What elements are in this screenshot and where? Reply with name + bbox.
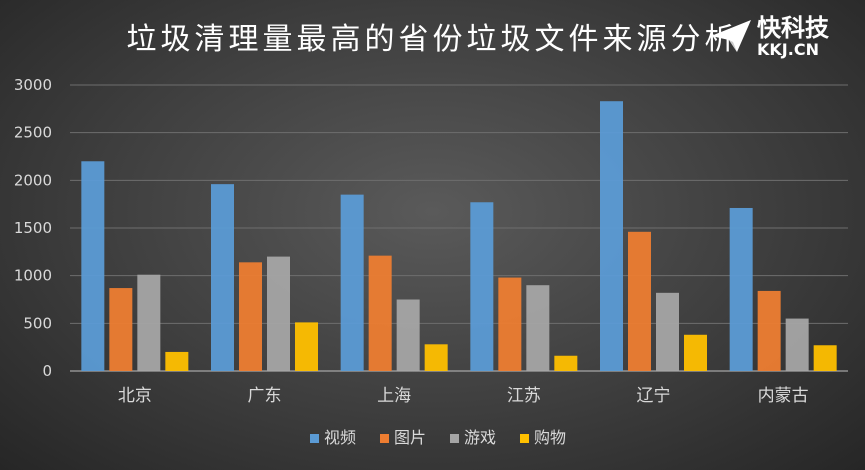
logo-text: 快科技 (757, 14, 829, 42)
y-tick-label: 2500 (14, 124, 52, 142)
y-tick-label: 1000 (14, 267, 52, 285)
bar-图片-北京 (109, 288, 133, 371)
y-tick-label: 500 (23, 314, 52, 332)
x-category-label: 北京 (118, 386, 152, 406)
y-tick-label: 2000 (14, 171, 52, 189)
logo-subtext: KKJ.CN (757, 40, 819, 59)
legend-swatch-游戏 (450, 434, 459, 443)
bar-视频-北京 (81, 161, 105, 371)
bar-图片-内蒙古 (757, 290, 781, 371)
bar-购物-江苏 (554, 355, 578, 371)
x-category-label: 江苏 (507, 386, 541, 406)
legend-swatch-图片 (380, 434, 389, 443)
bar-游戏-广东 (267, 256, 290, 371)
legend-label: 购物 (534, 428, 566, 447)
legend-label: 游戏 (464, 428, 496, 447)
x-category-label: 辽宁 (637, 386, 671, 406)
bars (81, 101, 837, 371)
bar-视频-内蒙古 (729, 207, 753, 371)
bar-视频-江苏 (470, 202, 494, 371)
bar-游戏-内蒙古 (785, 318, 809, 371)
bar-图片-辽宁 (628, 231, 651, 371)
bar-游戏-辽宁 (656, 292, 679, 371)
bar-购物-辽宁 (684, 334, 707, 371)
y-tick-label: 1500 (14, 219, 52, 237)
y-tick-label: 3000 (14, 76, 52, 94)
legend-swatch-购物 (520, 434, 529, 443)
bar-视频-广东 (211, 184, 234, 371)
bar-游戏-北京 (137, 274, 161, 371)
gridlines (70, 84, 848, 324)
legend: 视频 图片 游戏 购物 (310, 428, 566, 447)
legend-label: 图片 (394, 428, 426, 447)
bar-购物-北京 (165, 351, 189, 371)
legend-label: 视频 (324, 428, 356, 447)
y-tick-label: 0 (42, 362, 52, 380)
x-category-label: 内蒙古 (758, 386, 809, 406)
bar-图片-广东 (239, 262, 262, 371)
bar-图片-上海 (368, 255, 392, 371)
bar-图片-江苏 (498, 277, 522, 371)
bar-视频-辽宁 (600, 101, 623, 371)
chart-title: 垃圾清理量最高的省份垃圾文件来源分析 (126, 22, 739, 57)
bar-购物-内蒙古 (813, 345, 837, 371)
kkj-logo: 快科技 KKJ.CN (707, 6, 857, 66)
bar-购物-广东 (295, 322, 318, 371)
bar-游戏-上海 (396, 299, 420, 371)
bar-视频-上海 (340, 194, 364, 371)
plane-logo-icon (711, 20, 751, 52)
axis-labels: 0 500 1000 1500 2000 2500 3000 北京 广东 上海 江苏 辽宁 内蒙古 (14, 76, 809, 406)
x-category-label: 广东 (248, 386, 282, 406)
x-category-label: 上海 (377, 386, 411, 406)
bar-游戏-江苏 (526, 285, 550, 371)
bar-购物-上海 (424, 344, 448, 371)
legend-swatch-视频 (310, 434, 319, 443)
